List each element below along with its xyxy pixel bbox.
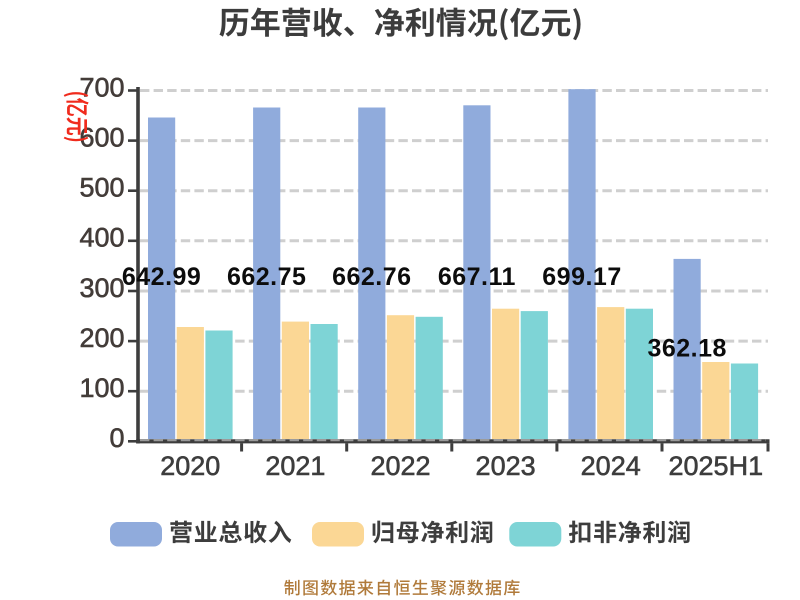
- svg-text:2025H1: 2025H1: [669, 451, 764, 481]
- svg-text:662.75: 662.75: [227, 263, 306, 291]
- svg-text:662.76: 662.76: [332, 263, 411, 291]
- svg-text:2024: 2024: [581, 451, 641, 481]
- svg-text:700: 700: [79, 72, 124, 102]
- svg-text:0: 0: [109, 423, 124, 453]
- svg-text:100: 100: [79, 373, 124, 403]
- svg-text:500: 500: [79, 173, 124, 203]
- svg-text:2023: 2023: [476, 451, 536, 481]
- svg-text:200: 200: [79, 323, 124, 353]
- svg-text:2021: 2021: [265, 451, 325, 481]
- svg-text:699.17: 699.17: [542, 263, 621, 291]
- svg-text:362.18: 362.18: [647, 335, 726, 363]
- svg-text:2020: 2020: [160, 451, 220, 481]
- svg-text:642.99: 642.99: [122, 263, 201, 291]
- svg-text:400: 400: [79, 223, 124, 253]
- svg-text:2022: 2022: [370, 451, 430, 481]
- svg-text:667.11: 667.11: [438, 263, 516, 291]
- svg-text:300: 300: [79, 273, 124, 303]
